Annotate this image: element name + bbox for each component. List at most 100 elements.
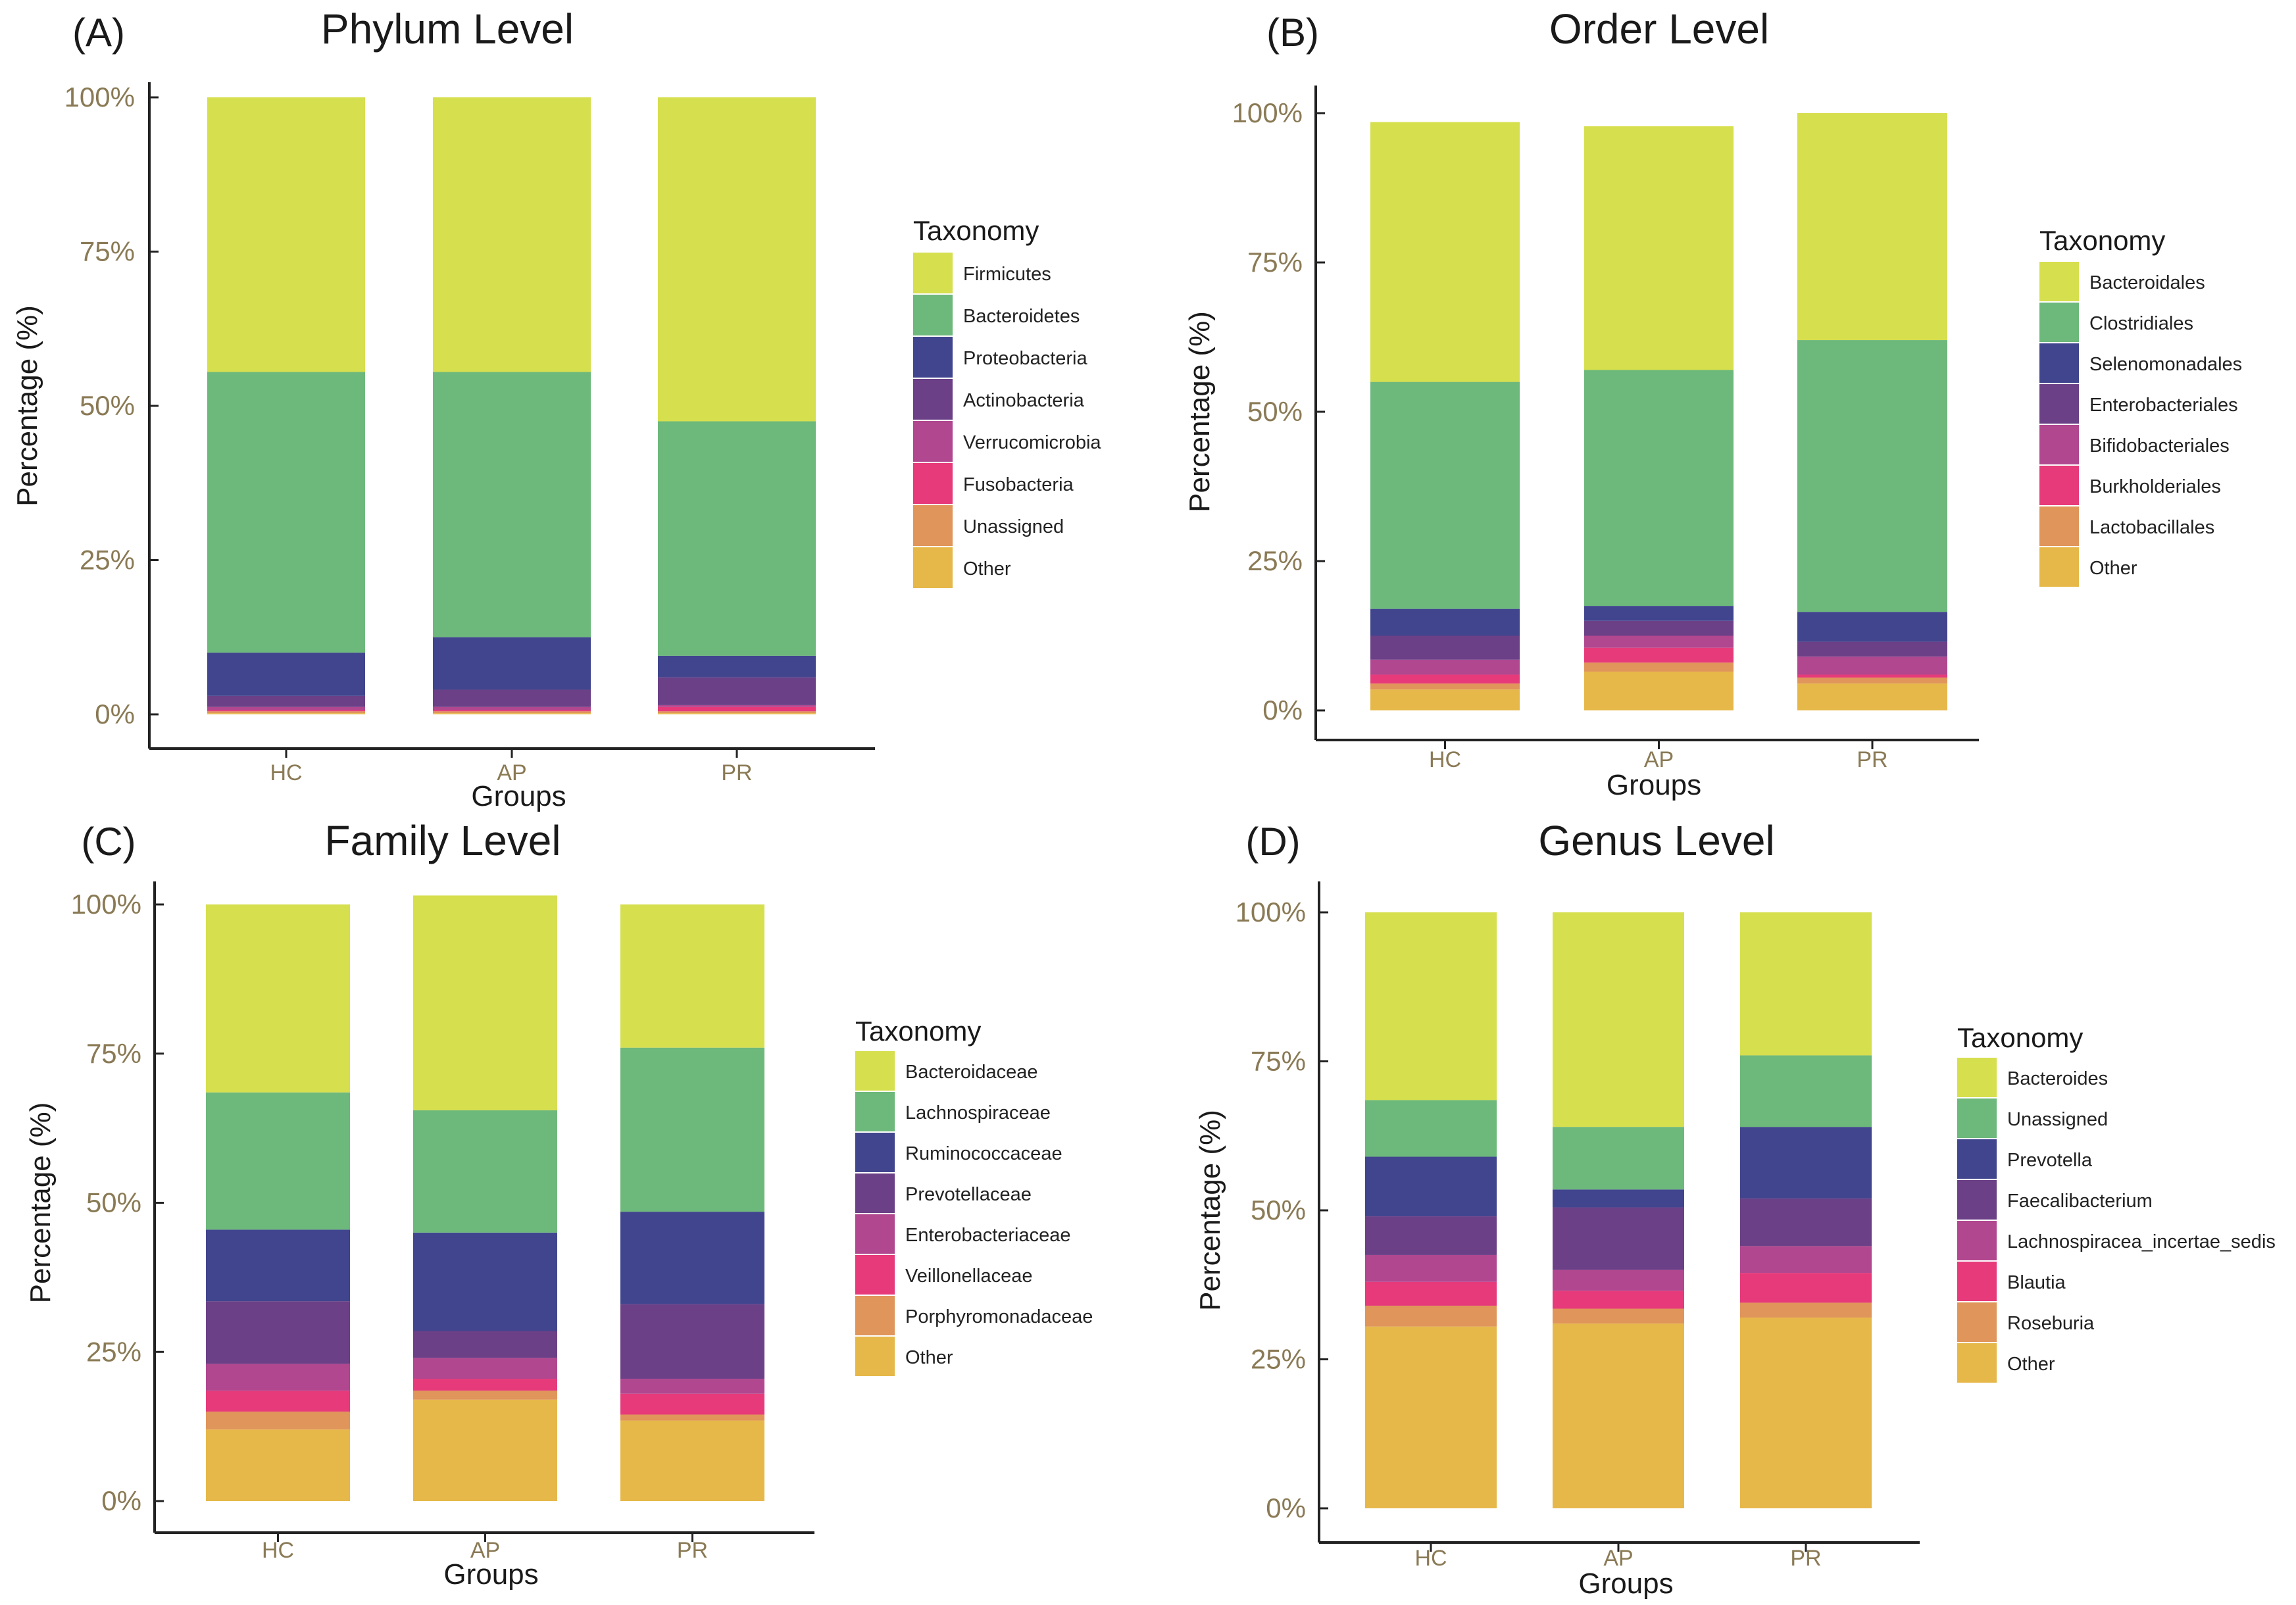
panel-a-bar-hc-fusobacteria <box>207 710 365 712</box>
panel-d-legend-label: Unassigned <box>2007 1109 2108 1130</box>
panel-d-ytick-label: 50% <box>1251 1195 1306 1225</box>
panel-a-bar-pr-bacteroidetes <box>658 421 816 656</box>
panel-a-ytick-label: 75% <box>80 236 135 267</box>
panel-d-legend-swatch <box>1957 1139 1997 1179</box>
panel-c-legend-label: Veillonellaceae <box>905 1266 1032 1287</box>
panel-b-bar-ap-selenomonadales <box>1584 606 1734 621</box>
panel-a-bar-pr-unassigned <box>658 711 816 714</box>
panel-c-legend-swatch <box>855 1337 895 1376</box>
panel-c-legend-swatch <box>855 1051 895 1091</box>
panel-d-bar-hc-blautia <box>1365 1281 1497 1306</box>
panel-b-bar-pr-bifidobacteriales <box>1797 656 1947 675</box>
panel-c-legend-label: Other <box>905 1347 953 1368</box>
panel-b-bar-hc-burkholderiales <box>1370 674 1520 684</box>
panel-a-bar-hc-verrucomicrobia <box>207 706 365 710</box>
panel-d-legend-label: Lachnospiracea_incertae_sedis <box>2007 1231 2276 1252</box>
panel-d-bar-pr-unassigned <box>1740 1055 1872 1127</box>
panel-a-legend-swatch <box>913 421 953 462</box>
panel-b-bar-pr-bacteroidales <box>1797 113 1947 341</box>
panel-a-legend-label: Fusobacteria <box>963 474 1074 495</box>
panel-c-legend-label: Porphyromonadaceae <box>905 1306 1093 1327</box>
panel-c-legend-label: Lachnospiraceae <box>905 1102 1051 1124</box>
panel-c-bar-hc-enterobacteriaceae <box>206 1364 350 1391</box>
panel-a-legend-label: Proteobacteria <box>963 348 1087 369</box>
panel-b-legend-label: Clostridiales <box>2089 313 2193 334</box>
panel-a-legend-swatch <box>913 547 953 588</box>
panel-a-bar-pr-fusobacteria <box>658 706 816 712</box>
panel-b-bar-pr-burkholderiales <box>1797 674 1947 678</box>
panel-d-bar-pr-roseburia <box>1740 1302 1872 1318</box>
panel-c-bar-ap-lachnospiraceae <box>413 1110 557 1233</box>
panel-b-xtick-label: AP <box>1644 747 1674 772</box>
panel-d-legend-label: Other <box>2007 1354 2055 1375</box>
panel-a-legend-title: Taxonomy <box>913 215 1039 246</box>
panel-c-bar-ap-bacteroidaceae <box>413 895 557 1110</box>
panel-d-bar-pr-faecalibacterium <box>1740 1198 1872 1247</box>
panel-c-legend-swatch <box>855 1173 895 1213</box>
panel-d-legend-swatch <box>1957 1302 1997 1342</box>
panel-c-ytick-label: 25% <box>86 1336 141 1367</box>
panel-a-bar-pr-proteobacteria <box>658 655 816 678</box>
panel-c-bar-ap-enterobacteriaceae <box>413 1358 557 1379</box>
panel-a-xtick-label: AP <box>497 760 526 785</box>
panel-b-legend-swatch <box>2039 425 2079 464</box>
panel-c-legend-label: Prevotellaceae <box>905 1184 1032 1205</box>
panel-c-ytick-label: 50% <box>86 1187 141 1218</box>
panel-c-x-axis-title: Groups <box>443 1558 538 1591</box>
panel-b-legend-swatch <box>2039 466 2079 505</box>
panel-b-legend-swatch <box>2039 506 2079 546</box>
panel-c-legend-title: Taxonomy <box>855 1016 981 1047</box>
panel-c-bar-group-pr <box>620 904 764 1501</box>
panel-a-legend-label: Actinobacteria <box>963 390 1085 411</box>
panel-d-title: Genus Level <box>1538 817 1774 864</box>
panel-a-bar-ap-actinobacteria <box>433 689 591 707</box>
panel-b-bar-ap-other <box>1584 671 1734 710</box>
panel-b-legend-label: Lactobacillales <box>2089 517 2214 538</box>
panel-a-bar-hc-actinobacteria <box>207 695 365 707</box>
panel-b-legend-swatch <box>2039 303 2079 342</box>
panel-d-xtick-label: AP <box>1603 1546 1633 1571</box>
panel-b-legend-swatch <box>2039 384 2079 424</box>
panel-b-legend-swatch <box>2039 262 2079 301</box>
panel-b-label: (B) <box>1266 11 1319 55</box>
panel-a-legend-swatch <box>913 379 953 420</box>
panel-c-label: (C) <box>81 820 136 864</box>
panel-a-bar-ap-proteobacteria <box>433 637 591 690</box>
panel-d-bar-pr-blautia <box>1740 1273 1872 1303</box>
panel-d-bar-ap-other <box>1553 1323 1684 1508</box>
panel-a-xtick-label: PR <box>721 760 752 785</box>
panel-c-bar-hc-porphyromonadaceae <box>206 1411 350 1430</box>
panel-b-bar-hc-bifidobacteriales <box>1370 659 1520 675</box>
panel-a-y-axis-title: Percentage (%) <box>11 305 43 506</box>
panel-d-legend: Taxonomy Bacteroides Unassigned Prevotella F… <box>1957 1022 2276 1383</box>
panel-a-bar-ap-firmicutes <box>433 97 591 372</box>
panel-d-bar-hc-faecalibacterium <box>1365 1216 1497 1255</box>
panel-c-bar-hc-other <box>206 1429 350 1501</box>
panel-c-legend: Taxonomy Bacteroidaceae Lachnospiraceae Rum… <box>855 1016 1093 1376</box>
panel-b-y-axis-title: Percentage (%) <box>1184 311 1216 512</box>
panel-d-bar-pr-lachnospiracea-incertae-sedis <box>1740 1246 1872 1273</box>
panel-d-legend-swatch <box>1957 1221 1997 1260</box>
panel-b-bar-ap-burkholderiales <box>1584 647 1734 663</box>
panel-d-bar-ap-blautia <box>1553 1291 1684 1309</box>
panel-c-bar-ap-other <box>413 1399 557 1501</box>
panel-a-bar-group-pr <box>658 97 816 714</box>
panel-a-bar-group-ap <box>433 97 591 714</box>
panel-c-bar-hc-prevotellaceae <box>206 1301 350 1364</box>
panel-b-legend-title: Taxonomy <box>2039 225 2165 256</box>
panel-a-xtick-label: HC <box>270 760 302 785</box>
panel-b-ytick-label: 25% <box>1247 545 1303 576</box>
panel-d-legend-swatch <box>1957 1343 1997 1383</box>
panel-c-bar-hc-bacteroidaceae <box>206 904 350 1093</box>
panel-a-bar-pr-other <box>658 713 816 714</box>
panel-d-bar-ap-prevotella <box>1553 1189 1684 1208</box>
panel-b-bar-pr-clostridiales <box>1797 340 1947 612</box>
panel-a-legend-label: Unassigned <box>963 516 1064 537</box>
panel-a-bar-hc-proteobacteria <box>207 653 365 696</box>
panel-c-bar-pr-porphyromonadaceae <box>620 1414 764 1421</box>
panel-d-bar-hc-bacteroides <box>1365 912 1497 1100</box>
panel-d-bar-ap-lachnospiracea-incertae-sedis <box>1553 1270 1684 1291</box>
panel-b-ytick-label: 75% <box>1247 247 1303 278</box>
panel-b-bar-group-hc <box>1370 122 1520 710</box>
panel-d-ytick-label: 75% <box>1251 1046 1306 1077</box>
